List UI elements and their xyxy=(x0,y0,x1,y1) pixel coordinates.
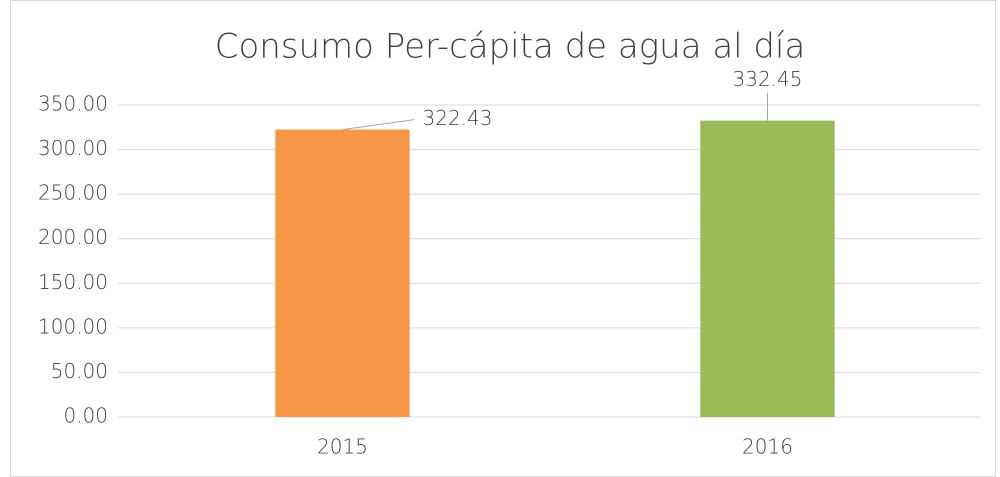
bar xyxy=(700,120,835,418)
y-tick-label: 0.00 xyxy=(63,404,108,428)
bar xyxy=(275,129,410,417)
data-label: 322.43 xyxy=(423,106,493,130)
y-tick-label: 200.00 xyxy=(38,225,108,249)
data-label: 332.45 xyxy=(733,67,803,91)
y-tick-label: 150.00 xyxy=(38,270,108,294)
y-tick-label: 350.00 xyxy=(38,92,108,116)
y-tick-label: 100.00 xyxy=(38,314,108,338)
x-tick-label: 2016 xyxy=(742,435,793,459)
chart-title: Consumo Per-cápita de agua al día xyxy=(215,27,806,67)
y-tick-label: 300.00 xyxy=(38,136,108,160)
y-tick-label: 50.00 xyxy=(51,359,108,383)
leader-line xyxy=(342,119,415,131)
y-tick-label: 250.00 xyxy=(38,181,108,205)
x-tick-label: 2015 xyxy=(317,435,368,459)
